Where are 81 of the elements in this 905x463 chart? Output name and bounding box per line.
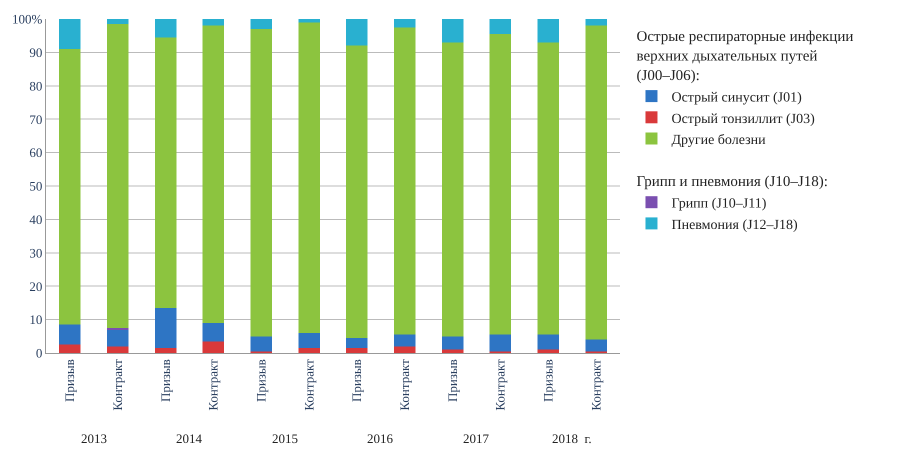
bar — [346, 348, 368, 353]
bar — [154, 348, 176, 353]
bar — [250, 19, 272, 30]
bar — [490, 334, 512, 352]
legend-label: Острый тонзиллит (J03) — [671, 112, 816, 127]
bar — [585, 26, 607, 340]
bar — [250, 336, 272, 352]
bar — [59, 19, 81, 50]
bar — [442, 336, 464, 350]
y-tick-label: 0 — [36, 346, 42, 361]
bar — [490, 19, 512, 34]
text: Острые респираторные инфекции верхних дыхательных путей (J00–J06): — [636, 29, 854, 84]
bar — [154, 19, 176, 38]
text: 2014 — [176, 431, 202, 446]
x-tick-label: Призыв — [349, 359, 364, 402]
bar — [346, 46, 368, 338]
legend-label: Острый синусит (J01) — [671, 90, 802, 106]
bar — [537, 42, 560, 335]
y-tick-label: 40 — [29, 212, 42, 227]
bar — [394, 19, 416, 28]
bar — [154, 308, 176, 348]
legend-label: Другие болезни — [671, 132, 766, 148]
bar — [202, 322, 224, 342]
x-tick-label: Контракт — [588, 358, 604, 411]
x-tick-label: Контракт — [206, 358, 221, 411]
x-tick-label: Призыв — [540, 359, 556, 402]
bar — [106, 346, 129, 353]
bar — [298, 22, 320, 333]
text: 2015 — [272, 431, 298, 446]
text: 2013 — [81, 431, 107, 446]
y-tick-label: 80 — [29, 78, 42, 94]
bar — [298, 348, 320, 353]
bar — [442, 42, 464, 336]
bar — [298, 332, 320, 348]
bar — [346, 19, 368, 46]
y-tick-label: 30 — [29, 245, 42, 260]
x-tick-label: Контракт — [110, 358, 125, 411]
bar — [154, 37, 176, 308]
y-tick-label: 100% — [12, 12, 43, 27]
bar — [59, 49, 81, 325]
text: 2018 г. — [552, 431, 592, 446]
bar — [585, 19, 607, 26]
x-tick-label: Призыв — [62, 359, 78, 402]
x-tick-label: Призыв — [158, 359, 173, 402]
bar — [442, 19, 464, 42]
y-tick-label: 60 — [29, 145, 42, 160]
bar — [106, 330, 129, 346]
text: 2017 — [463, 431, 490, 446]
bar — [442, 350, 464, 353]
x-tick-label: Призыв — [253, 359, 268, 402]
bar — [394, 27, 416, 335]
bar — [106, 24, 129, 328]
bar — [250, 29, 272, 336]
legend-label: Пневмония (J12–J18) — [671, 218, 798, 233]
bar — [346, 338, 368, 348]
bar — [537, 334, 560, 350]
text: Грипп и пневмония (J10–J18): — [636, 174, 828, 190]
bar — [537, 19, 560, 42]
bar — [585, 340, 607, 352]
bar — [202, 341, 224, 353]
bar — [394, 334, 416, 346]
x-tick-label: Призыв — [444, 359, 460, 402]
bar — [537, 350, 560, 353]
text: 2016 — [367, 431, 394, 446]
bar — [490, 34, 512, 335]
y-tick-label: 50 — [29, 178, 42, 194]
y-tick-label: 90 — [29, 44, 42, 60]
bar — [298, 19, 320, 22]
x-tick-label: Контракт — [301, 358, 316, 411]
bar — [202, 26, 224, 323]
bar — [59, 324, 81, 345]
x-tick-label: Контракт — [492, 358, 508, 411]
y-tick-label: 70 — [29, 112, 42, 127]
x-tick-label: Контракт — [396, 358, 412, 411]
bar — [106, 19, 129, 24]
legend-label: Грипп (J10–J11) — [671, 196, 767, 212]
y-tick-label: 10 — [29, 312, 42, 328]
bar — [59, 344, 81, 353]
bar — [202, 19, 224, 26]
y-tick-label: 20 — [29, 278, 42, 294]
bar — [394, 346, 416, 353]
